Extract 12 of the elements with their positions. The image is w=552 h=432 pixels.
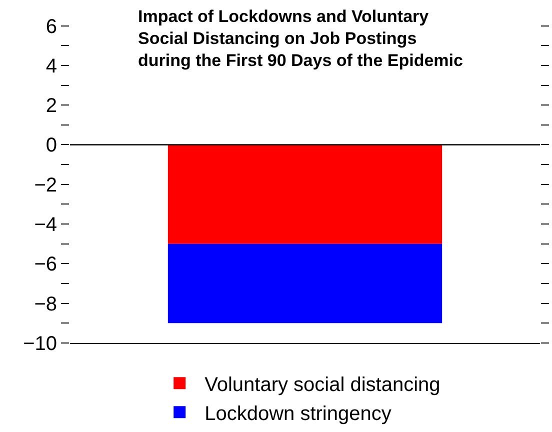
y-tick-label: 2 (46, 95, 57, 118)
y-tick-label: 0 (46, 134, 57, 157)
y-tick-label: −4 (34, 214, 57, 236)
y-tick-label: −2 (34, 174, 57, 196)
y-tick-label: 6 (46, 16, 57, 38)
y-tick-label: −6 (34, 254, 57, 276)
text: Impact of Lockdowns and Voluntary Social Distancing on Job Postings during the First 90 Days of the Epidemic (138, 7, 463, 70)
legend-label: Voluntary social distancing (204, 374, 440, 396)
y-tick-label: −8 (34, 293, 57, 316)
legend-label: Lockdown stringency (204, 402, 392, 425)
y-tick-label: −10 (23, 333, 57, 355)
y-tick-label: 4 (46, 55, 57, 78)
